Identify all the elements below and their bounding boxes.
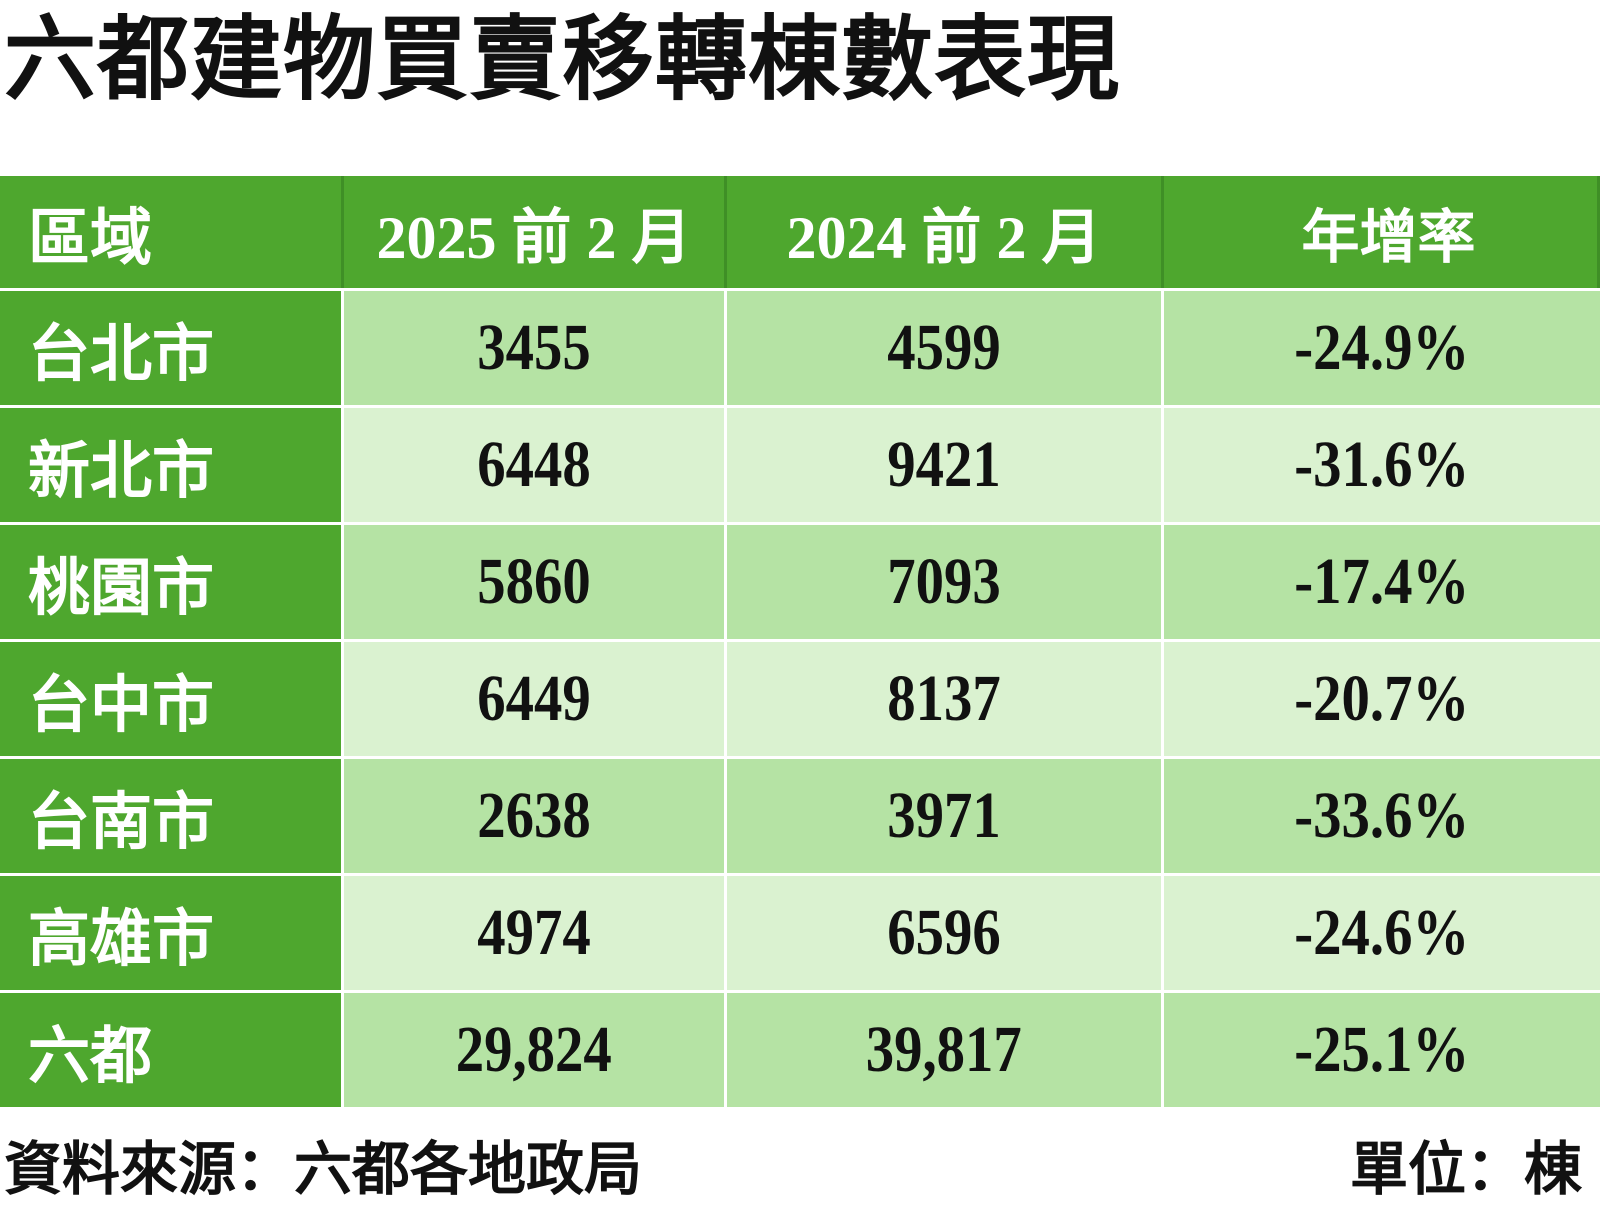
value-2025-total: 29,824 (455, 1013, 613, 1086)
value-2025-cell: 2638 (344, 759, 727, 873)
growth-value: -24.9% (1294, 311, 1470, 384)
table-row: 新北市 6448 9421 -31.6% (0, 408, 1600, 525)
value-2025-cell: 3455 (344, 291, 727, 405)
growth-cell: -20.7% (1164, 642, 1600, 756)
table-header-row: 區域 2025 前 2 月 2024 前 2 月 年增率 (0, 176, 1600, 291)
value-2025: 6448 (477, 428, 591, 501)
growth-value: -20.7% (1294, 662, 1470, 735)
data-table: 區域 2025 前 2 月 2024 前 2 月 年增率 台北市 3455 45… (0, 176, 1600, 1110)
value-2024: 4599 (887, 311, 1001, 384)
value-2024-cell: 3971 (727, 759, 1164, 873)
region-cell: 桃園市 (0, 525, 344, 639)
value-2024: 9421 (887, 428, 1001, 501)
growth-cell: -17.4% (1164, 525, 1600, 639)
value-2024-cell: 6596 (727, 876, 1164, 990)
region-cell: 台北市 (0, 291, 344, 405)
value-2024-cell: 8137 (727, 642, 1164, 756)
value-2024-cell: 9421 (727, 408, 1164, 522)
unit-note: 單位：棟 (1349, 1135, 1582, 1203)
value-2025-cell: 4974 (344, 876, 727, 990)
region-cell: 新北市 (0, 408, 344, 522)
column-header-2024: 2024 前 2 月 (727, 176, 1164, 288)
value-2025: 4974 (477, 896, 591, 969)
column-header-growth: 年增率 (1164, 176, 1600, 288)
value-2025-cell: 6448 (344, 408, 727, 522)
value-2024: 6596 (887, 896, 1001, 969)
growth-cell: -33.6% (1164, 759, 1600, 873)
value-2024: 3971 (887, 779, 1001, 852)
value-2025-cell: 5860 (344, 525, 727, 639)
growth-cell: -31.6% (1164, 408, 1600, 522)
value-2024-cell: 4599 (727, 291, 1164, 405)
growth-value: -24.6% (1294, 896, 1470, 969)
region-cell-total: 六都 (0, 993, 344, 1107)
value-2024-cell: 39,817 (727, 993, 1164, 1107)
value-2025: 2638 (477, 779, 591, 852)
region-cell: 高雄市 (0, 876, 344, 990)
growth-value: -17.4% (1294, 545, 1470, 618)
table-row: 台北市 3455 4599 -24.9% (0, 291, 1600, 408)
table-row: 台南市 2638 3971 -33.6% (0, 759, 1600, 876)
value-2024: 7093 (887, 545, 1001, 618)
table-total-row: 六都 29,824 39,817 -25.1% (0, 993, 1600, 1110)
growth-cell: -24.9% (1164, 291, 1600, 405)
column-header-growth-label: 年增率 (1301, 203, 1476, 271)
growth-value: -31.6% (1294, 428, 1470, 501)
value-2025: 6449 (477, 662, 591, 735)
growth-cell: -25.1% (1164, 993, 1600, 1107)
source-note: 資料來源：六都各地政局 (4, 1135, 643, 1203)
column-header-region: 區域 (0, 176, 344, 288)
value-2024: 8137 (887, 662, 1001, 735)
table-row: 桃園市 5860 7093 -17.4% (0, 525, 1600, 642)
value-2024-cell: 7093 (727, 525, 1164, 639)
region-cell: 台中市 (0, 642, 344, 756)
value-2025-cell: 29,824 (344, 993, 727, 1107)
value-2025-cell: 6449 (344, 642, 727, 756)
value-2024-total: 39,817 (865, 1013, 1023, 1086)
growth-cell: -24.6% (1164, 876, 1600, 990)
growth-value: -33.6% (1294, 779, 1470, 852)
table-row: 台中市 6449 8137 -20.7% (0, 642, 1600, 759)
column-header-2025: 2025 前 2 月 (344, 176, 727, 288)
page-title: 六都建物買賣移轉棟數表現 (4, 6, 1121, 113)
region-cell: 台南市 (0, 759, 344, 873)
table-row: 高雄市 4974 6596 -24.6% (0, 876, 1600, 993)
value-2025: 5860 (477, 545, 591, 618)
value-2025: 3455 (477, 311, 591, 384)
growth-value-total: -25.1% (1294, 1013, 1470, 1086)
